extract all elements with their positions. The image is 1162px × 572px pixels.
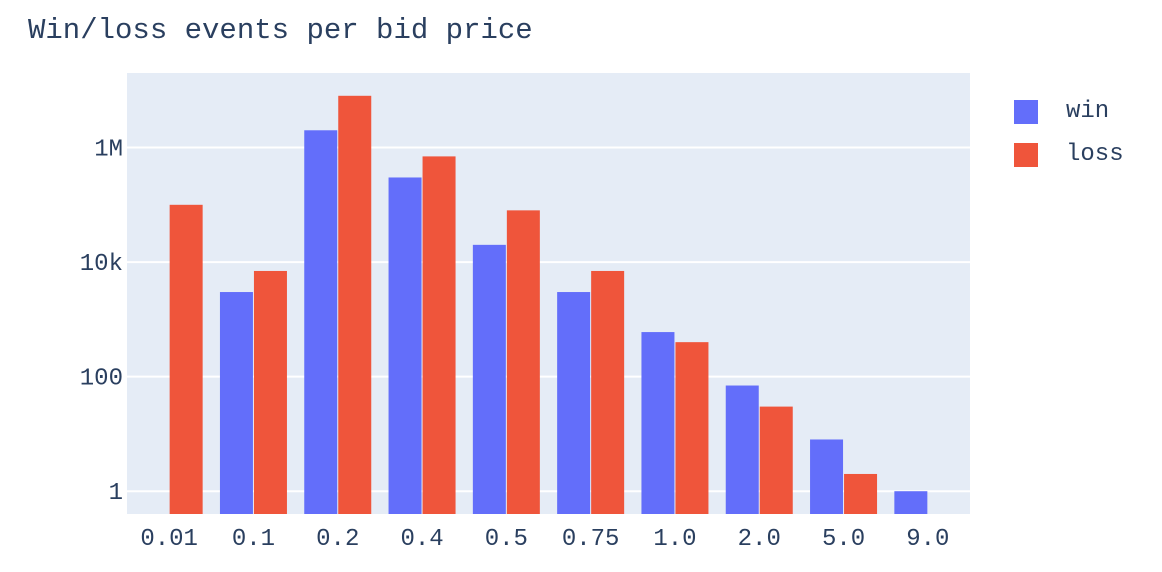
y-tick-label: 10k — [80, 251, 123, 278]
y-tick-label: 100 — [80, 366, 123, 393]
plot-background — [127, 73, 970, 514]
y-tick-label: 1M — [94, 137, 123, 164]
bar-loss-0.2[interactable] — [338, 95, 372, 514]
bar-loss-0.4[interactable] — [422, 156, 456, 514]
x-tick-label: 2.0 — [738, 526, 781, 553]
bar-win-9.0[interactable] — [894, 491, 928, 514]
bar-win-0.5[interactable] — [472, 244, 506, 514]
bar-loss-1.0[interactable] — [675, 342, 709, 514]
bar-loss-0.1[interactable] — [253, 270, 287, 514]
x-tick-labels: 0.01 0.1 0.2 0.4 0.5 0.75 1.0 2.0 5.0 9.0 — [140, 526, 949, 553]
bar-loss-0.75[interactable] — [591, 270, 625, 514]
bars — [169, 95, 928, 515]
bar-loss-2.0[interactable] — [759, 406, 793, 514]
bar-win-0.4[interactable] — [388, 177, 422, 515]
bar-win-0.1[interactable] — [219, 292, 253, 514]
bar-win-5.0[interactable] — [810, 439, 844, 514]
x-tick-label: 1.0 — [653, 526, 696, 553]
x-tick-label: 0.5 — [485, 526, 528, 553]
bar-loss-0.5[interactable] — [506, 210, 540, 515]
bar-loss-0.01[interactable] — [169, 204, 203, 514]
bar-win-1.0[interactable] — [641, 332, 675, 514]
bar-win-0.2[interactable] — [304, 130, 338, 514]
legend-label-loss: loss — [1066, 141, 1124, 168]
x-tick-label: 0.2 — [316, 526, 359, 553]
x-tick-label: 0.01 — [140, 526, 198, 553]
bar-win-0.75[interactable] — [557, 292, 591, 514]
x-tick-label: 0.4 — [400, 526, 443, 553]
x-tick-label: 0.75 — [562, 526, 620, 553]
y-tick-labels: 1 100 10k 1M — [80, 137, 123, 508]
x-tick-label: 5.0 — [822, 526, 865, 553]
bar-loss-5.0[interactable] — [844, 473, 878, 514]
bar-win-2.0[interactable] — [725, 385, 759, 514]
legend-label-win: win — [1066, 98, 1110, 125]
legend-swatch-win — [1014, 99, 1038, 124]
x-tick-label: 9.0 — [906, 526, 949, 553]
x-tick-label: 0.1 — [232, 526, 275, 553]
legend[interactable]: win loss — [1014, 90, 1124, 176]
y-tick-label: 1 — [109, 480, 123, 507]
legend-item-loss[interactable]: loss — [1014, 133, 1124, 176]
legend-item-win[interactable]: win — [1014, 90, 1124, 133]
chart-title: Win/loss events per bid price — [28, 14, 533, 47]
legend-swatch-loss — [1014, 142, 1038, 167]
